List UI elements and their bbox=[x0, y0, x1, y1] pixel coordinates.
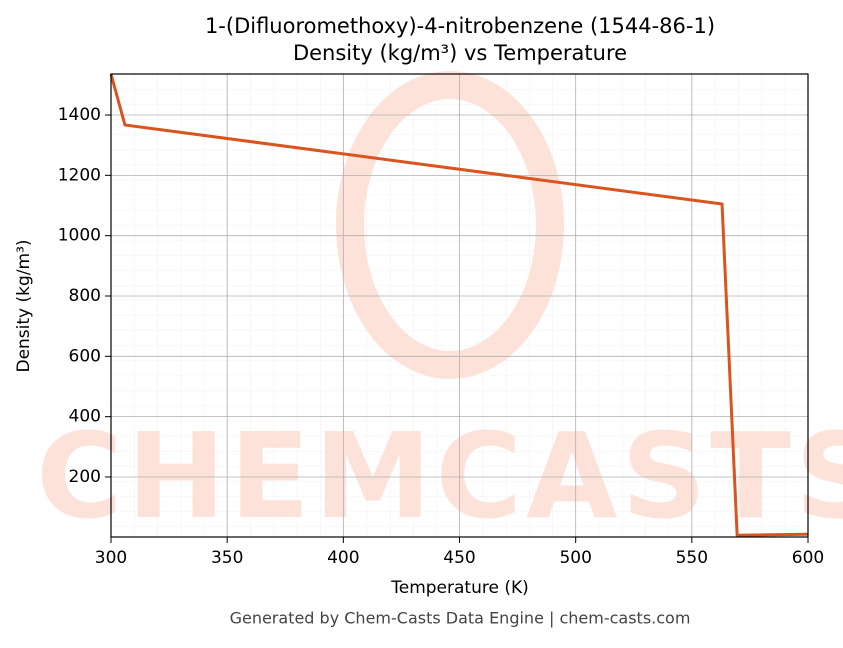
chart-title: 1-(Difluoromethoxy)-4-nitrobenzene (1544… bbox=[205, 14, 715, 38]
y-tick-label: 1200 bbox=[58, 165, 101, 185]
y-tick-label: 200 bbox=[69, 467, 101, 487]
x-tick-label: 550 bbox=[676, 548, 708, 568]
footer: Generated by Chem-Casts Data Engine | ch… bbox=[230, 609, 691, 628]
y-axis-label: Density (kg/m³) bbox=[14, 239, 34, 372]
watermark: CHEMCASTS bbox=[36, 71, 843, 545]
x-tick-label: 450 bbox=[443, 548, 475, 568]
data-line bbox=[109, 73, 809, 537]
x-tick-label: 350 bbox=[211, 548, 243, 568]
x-tick-label: 400 bbox=[327, 548, 359, 568]
y-tick-label: 1000 bbox=[58, 226, 101, 246]
x-axis-label: Temperature (K) bbox=[390, 578, 529, 598]
x-tick-label: 600 bbox=[792, 548, 824, 568]
x-tick-label: 500 bbox=[559, 548, 591, 568]
watermark-logo bbox=[336, 71, 564, 379]
y-tick-label: 1400 bbox=[58, 105, 101, 125]
y-tick-label: 400 bbox=[69, 407, 101, 427]
y-tick-label: 800 bbox=[69, 286, 101, 306]
y-tick-label: 600 bbox=[69, 346, 101, 366]
x-tick-label: 300 bbox=[95, 548, 127, 568]
chart-subtitle: Density (kg/m³) vs Temperature bbox=[293, 41, 627, 65]
watermark-text: CHEMCASTS bbox=[36, 407, 843, 545]
